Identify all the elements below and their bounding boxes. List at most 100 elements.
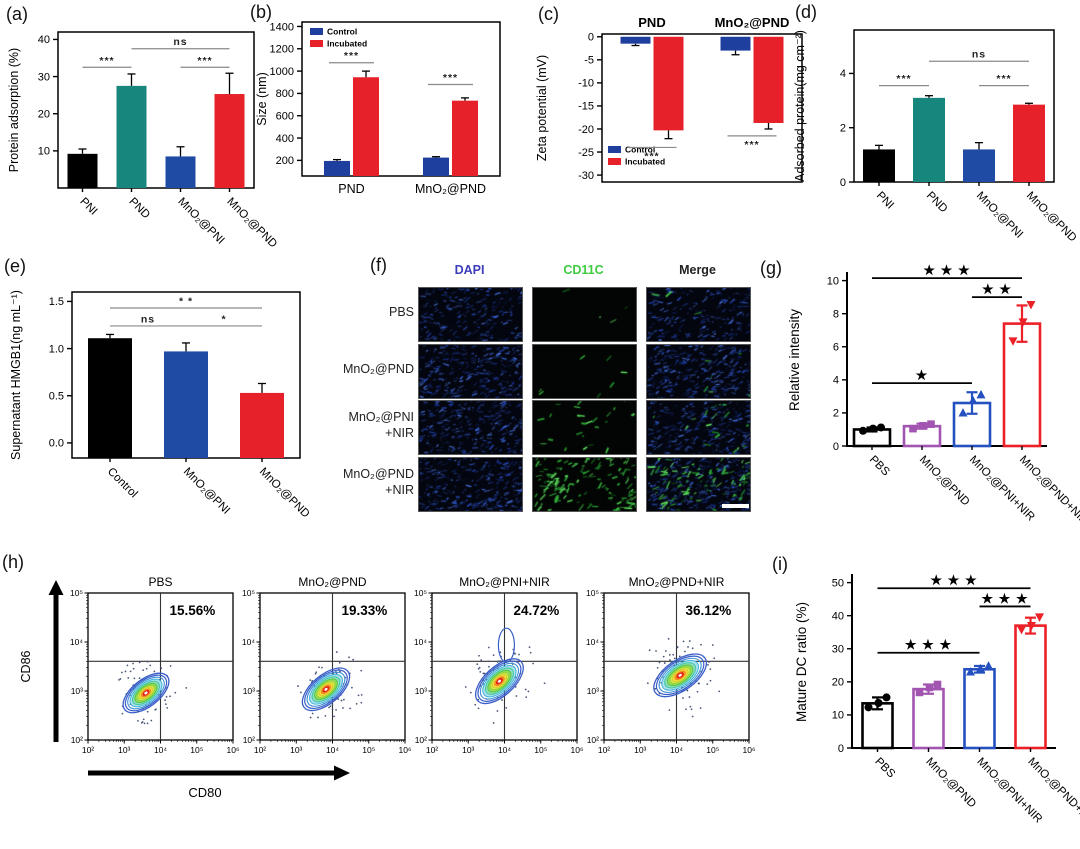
contour-group xyxy=(475,658,524,705)
scatter-dot xyxy=(667,637,670,640)
scatter-dot xyxy=(524,688,527,691)
y-tick-label: 50 xyxy=(832,577,844,589)
y-tick-label: 10³ xyxy=(415,686,427,696)
contour-group xyxy=(122,672,170,714)
scatter-dot xyxy=(143,722,146,725)
scatter-dot xyxy=(691,715,694,718)
scatter-dot xyxy=(149,664,152,667)
data-point xyxy=(1026,300,1036,310)
scatter-dot xyxy=(118,678,120,681)
significance-label: ★ ★ ★ xyxy=(981,591,1028,606)
data-point xyxy=(1027,622,1036,631)
bar xyxy=(423,157,449,176)
bar xyxy=(452,100,478,176)
bar xyxy=(240,392,284,458)
plot-frame xyxy=(301,21,501,177)
scatter-dot xyxy=(499,660,501,662)
panel-label-h: (h) xyxy=(2,552,24,572)
contour-core xyxy=(497,678,502,684)
contour-ring xyxy=(479,662,519,700)
bar xyxy=(913,97,945,182)
scatter-dot xyxy=(478,654,480,657)
scatter-dot xyxy=(138,661,141,664)
scatter-dot xyxy=(132,662,134,665)
scatter-dot xyxy=(357,694,360,697)
significance-label: ★ ★ ★ xyxy=(905,637,952,652)
y-tick-label: 40 xyxy=(832,610,844,622)
y-tick-label: -25 xyxy=(578,147,594,159)
bar xyxy=(963,149,995,182)
contour-group xyxy=(653,653,708,698)
scatter-dot xyxy=(132,667,135,670)
legend-swatch xyxy=(608,158,621,165)
micro-row-label-pbs: PBS xyxy=(388,305,414,319)
significance-label: *** xyxy=(996,73,1011,85)
micrograph-mno2pnd-nir-dapi xyxy=(418,457,523,512)
data-point xyxy=(976,663,985,673)
x-tick-label: 10³ xyxy=(118,745,130,755)
scatter-dot xyxy=(699,707,702,710)
scatter-dot xyxy=(648,649,651,652)
significance-label: *** xyxy=(197,55,212,67)
scatter-dot xyxy=(688,640,691,642)
y-tick-label: 0 xyxy=(588,32,594,44)
scatter-dot xyxy=(351,686,353,689)
scatter-dot xyxy=(120,671,123,674)
significance-label: ★ ★ xyxy=(982,282,1012,297)
scatter-dot xyxy=(321,666,323,669)
legend-label: Incubated xyxy=(327,39,367,49)
y-tick-label: 200 xyxy=(276,155,294,167)
panel-label-d: (d) xyxy=(795,2,817,22)
panel-label-c: (c) xyxy=(538,4,559,24)
x-category-label: PND xyxy=(924,190,950,216)
significance-label: ns xyxy=(141,313,155,325)
flow-plot-title: MnO₂@PND+NIR xyxy=(629,575,725,589)
data-point xyxy=(925,683,934,692)
scatter-dot xyxy=(678,655,681,658)
data-point xyxy=(968,395,978,405)
scatter-dot xyxy=(140,721,143,724)
contour-ring xyxy=(475,658,524,705)
contour-ring xyxy=(658,657,702,693)
scatter-dot xyxy=(514,653,516,655)
y-tick-label: 10 xyxy=(832,710,844,722)
scatter-dot xyxy=(342,698,345,701)
scatter-dot xyxy=(121,712,124,715)
x-category-label: PBS xyxy=(872,756,897,781)
y-tick-label: 10⁵ xyxy=(414,588,427,598)
significance-label: ★ ★ ★ xyxy=(923,263,970,278)
scatter-dot xyxy=(124,670,127,673)
scatter-dot xyxy=(518,653,520,656)
y-tick-label: -5 xyxy=(584,55,594,67)
data-point xyxy=(859,426,867,435)
scatter-dot xyxy=(185,687,188,689)
y-tick-label: 10² xyxy=(587,735,599,745)
scatter-dot xyxy=(668,653,671,656)
scatter-dot xyxy=(142,669,145,672)
micrograph-mno2pnd-nir-merge xyxy=(646,457,751,512)
y-tick-label: -30 xyxy=(578,170,594,182)
panel-label-b: (b) xyxy=(250,2,272,22)
y-tick-label: 10⁵ xyxy=(70,588,83,598)
micrograph-mno2pni-nir-cd11c xyxy=(532,400,637,455)
micro-column-header-merge: Merge xyxy=(679,263,716,277)
quadrant-percentage: 36.12% xyxy=(686,603,732,618)
bar xyxy=(88,338,132,458)
y-tick-label: 1.0 xyxy=(49,343,64,355)
scatter-dot xyxy=(126,664,129,667)
scatter-dot xyxy=(297,685,299,687)
micrograph-mno2pnd-nir-cd11c xyxy=(532,457,637,512)
scatter-dot xyxy=(655,650,657,652)
scatter-dot xyxy=(672,653,675,656)
y-tick-label: 10³ xyxy=(243,686,255,696)
flow-plot-title: MnO₂@PNI+NIR xyxy=(459,575,550,589)
chart-size: 200 400 600 800 1000 1200 1400 Size (nm) PND MnO₂… xyxy=(255,21,501,196)
y-tick-label: 0 xyxy=(838,743,844,755)
scatter-dot xyxy=(309,679,312,682)
scatter-dot xyxy=(146,710,149,713)
y-tick-label: 1.5 xyxy=(49,296,64,308)
scatter-dot xyxy=(663,662,666,664)
scatter-dot xyxy=(154,708,157,711)
y-tick-label: 10⁵ xyxy=(242,588,255,598)
